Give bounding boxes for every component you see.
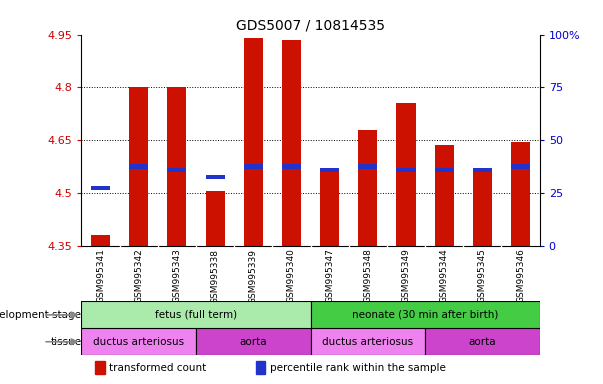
Text: aorta: aorta xyxy=(239,337,267,347)
Bar xyxy=(256,361,265,374)
Bar xyxy=(282,164,301,169)
Text: GSM995343: GSM995343 xyxy=(172,248,182,303)
Bar xyxy=(473,168,492,246)
Bar xyxy=(129,87,148,246)
Text: tissue: tissue xyxy=(50,337,81,347)
Bar xyxy=(320,172,339,246)
Bar xyxy=(311,328,425,355)
Bar xyxy=(129,164,148,169)
Text: GSM995341: GSM995341 xyxy=(96,248,105,303)
Text: percentile rank within the sample: percentile rank within the sample xyxy=(270,362,446,373)
Bar xyxy=(95,361,105,374)
Title: GDS5007 / 10814535: GDS5007 / 10814535 xyxy=(236,18,385,32)
Bar xyxy=(206,175,224,179)
Text: neonate (30 min after birth): neonate (30 min after birth) xyxy=(352,310,498,320)
Bar xyxy=(282,40,301,246)
Bar xyxy=(311,301,540,328)
Text: GSM995346: GSM995346 xyxy=(516,248,525,303)
Text: GSM995347: GSM995347 xyxy=(325,248,334,303)
Bar xyxy=(81,301,311,328)
Bar xyxy=(435,146,454,246)
Text: fetus (full term): fetus (full term) xyxy=(155,310,237,320)
Bar xyxy=(196,328,311,355)
Text: GSM995339: GSM995339 xyxy=(249,248,257,303)
Bar xyxy=(244,38,263,246)
Text: aorta: aorta xyxy=(469,337,496,347)
Bar xyxy=(168,168,186,172)
Bar xyxy=(91,185,110,190)
Text: GSM995344: GSM995344 xyxy=(440,248,449,303)
Bar xyxy=(206,191,224,246)
Text: GSM995340: GSM995340 xyxy=(287,248,296,303)
Bar xyxy=(397,103,415,246)
Bar xyxy=(358,129,377,246)
Bar xyxy=(397,168,415,172)
Text: GSM995338: GSM995338 xyxy=(210,248,219,303)
Text: development stage: development stage xyxy=(0,310,81,320)
Bar xyxy=(511,142,530,246)
Bar xyxy=(81,328,196,355)
Bar xyxy=(435,168,454,172)
Text: GSM995348: GSM995348 xyxy=(364,248,372,303)
Bar xyxy=(320,168,339,172)
Bar xyxy=(358,164,377,169)
Bar xyxy=(425,328,540,355)
Bar xyxy=(511,164,530,169)
Text: GSM995345: GSM995345 xyxy=(478,248,487,303)
Bar xyxy=(91,235,110,246)
Text: GSM995349: GSM995349 xyxy=(402,248,411,303)
Text: ductus arteriosus: ductus arteriosus xyxy=(93,337,185,347)
Text: ductus arteriosus: ductus arteriosus xyxy=(322,337,414,347)
Bar xyxy=(168,87,186,246)
Bar xyxy=(244,164,263,169)
Text: GSM995342: GSM995342 xyxy=(134,248,143,303)
Bar xyxy=(473,168,492,172)
Text: transformed count: transformed count xyxy=(109,362,207,373)
